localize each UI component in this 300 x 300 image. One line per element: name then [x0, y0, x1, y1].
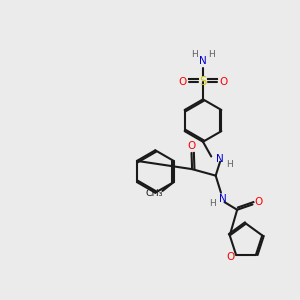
- Text: S: S: [199, 75, 207, 88]
- Text: H: H: [226, 160, 233, 169]
- Text: O: O: [188, 142, 196, 152]
- Text: H: H: [191, 50, 198, 59]
- Text: O: O: [178, 77, 187, 87]
- Text: O: O: [226, 252, 235, 262]
- Text: H: H: [209, 200, 216, 208]
- Text: N: N: [219, 194, 226, 204]
- Text: CH₃: CH₃: [146, 189, 163, 198]
- Text: N: N: [199, 56, 207, 66]
- Text: O: O: [220, 77, 228, 87]
- Text: H: H: [208, 50, 214, 59]
- Text: O: O: [255, 197, 263, 207]
- Text: N: N: [216, 154, 224, 164]
